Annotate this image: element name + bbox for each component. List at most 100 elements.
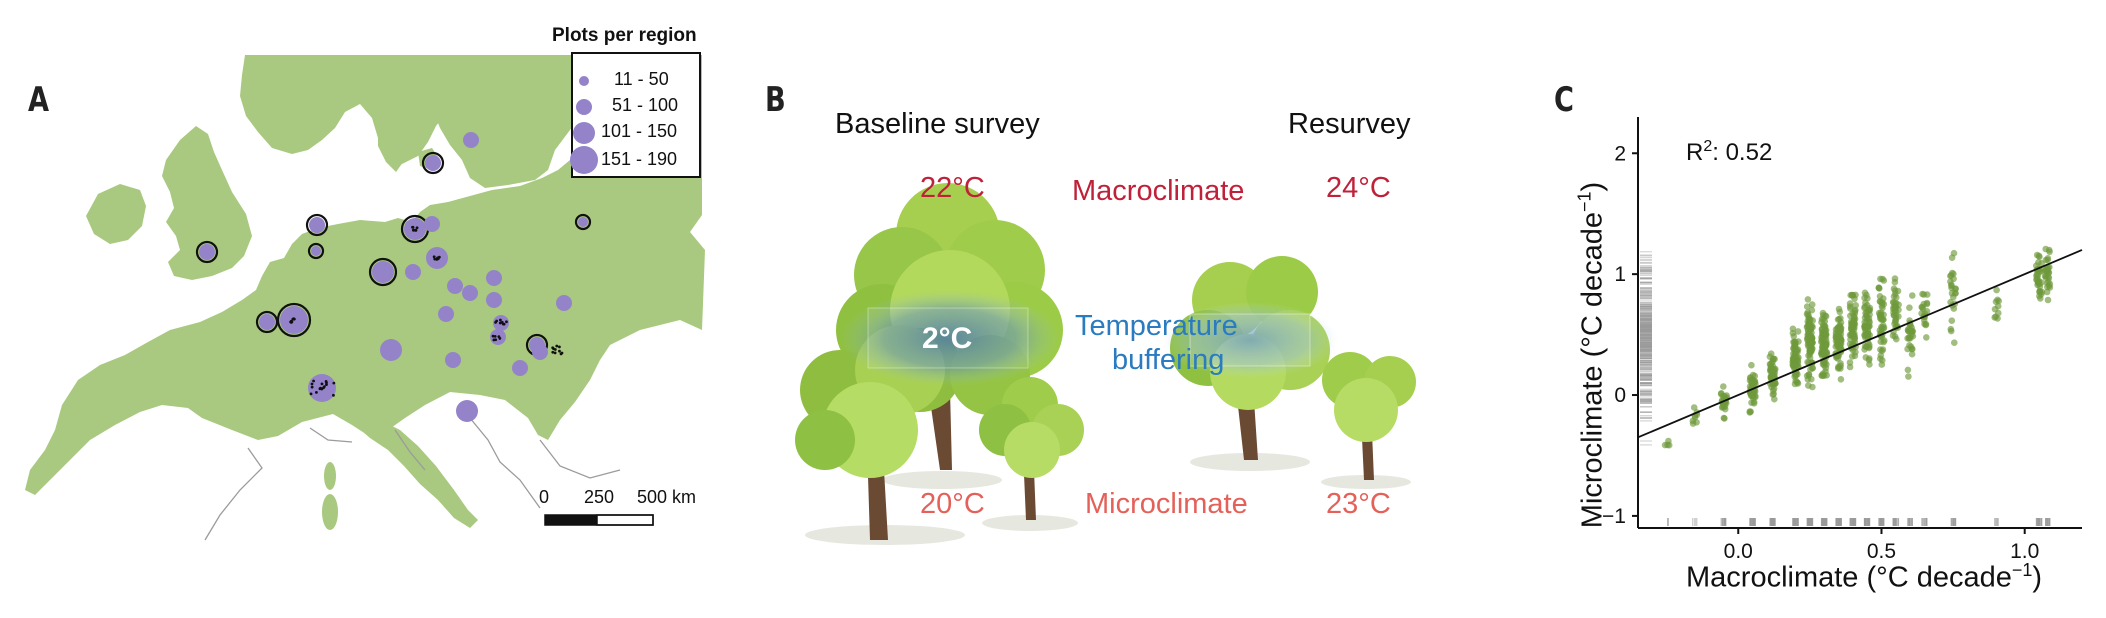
data-point (1721, 403, 1729, 410)
data-point (1848, 323, 1855, 331)
baseline-buffer-fog (840, 290, 1060, 386)
y-tick-label: 2 (1614, 142, 1626, 165)
data-point (1748, 379, 1755, 386)
scatter-plot: 0.0 0.5 1.0 −1 0 1 2 (1602, 117, 2083, 563)
plot-dot (312, 379, 315, 383)
plot-dot (505, 320, 508, 324)
data-point (1837, 376, 1845, 383)
data-point (1806, 346, 1814, 354)
plot-dot (415, 226, 419, 230)
x-axis-title-close: ) (2032, 561, 2043, 594)
data-point (1818, 350, 1825, 357)
data-point (1891, 287, 1899, 295)
data-point (1891, 275, 1899, 282)
baseline-micro-temp: 20°C (920, 488, 985, 520)
data-point (1948, 317, 1956, 325)
data-point (1923, 334, 1930, 341)
resurvey-tree-small (1322, 352, 1416, 480)
data-point (1995, 297, 2002, 305)
data-point (1877, 275, 1884, 283)
microclimate-label: Microclimate (1085, 488, 1248, 520)
data-point (1822, 359, 1829, 366)
data-point (1791, 380, 1799, 388)
data-point (1809, 317, 1816, 324)
region-marker-ring (574, 213, 592, 231)
data-point (1889, 332, 1897, 339)
data-point (1789, 325, 1797, 333)
region-marker (424, 216, 440, 232)
region-marker-ring (255, 310, 279, 334)
plot-dot (498, 321, 502, 325)
land-masses (25, 55, 705, 530)
southern-borders (204, 417, 621, 541)
data-point (1690, 404, 1698, 411)
data-point (1808, 306, 1816, 314)
plot-dot (318, 387, 322, 391)
region-marker (556, 295, 572, 311)
data-point (1720, 414, 1728, 422)
region-marker (456, 400, 478, 422)
data-point (1877, 346, 1884, 353)
data-point (2043, 265, 2050, 273)
plot-dot (292, 317, 296, 321)
data-point (1861, 332, 1869, 339)
data-point (1665, 441, 1673, 449)
ground-shadow (982, 515, 1078, 531)
plot-dot (492, 338, 496, 342)
map-legend-label-3: 101 - 150 (601, 121, 678, 141)
region-marker (309, 217, 325, 233)
panel-letter-a: A (28, 80, 50, 120)
region-marker-ring (307, 242, 325, 260)
data-point (1906, 304, 1913, 312)
plot-dot (497, 335, 501, 339)
y-axis-title-close: ) (1576, 181, 1609, 192)
continental-europe (25, 55, 705, 495)
x-tick-label: 0.0 (1724, 540, 1753, 563)
data-point (1919, 305, 1927, 312)
data-point (1947, 272, 1955, 279)
data-point (2044, 296, 2052, 304)
data-point (1920, 291, 1928, 298)
plot-dot (310, 382, 314, 386)
data-point (1806, 340, 1814, 347)
region-marker (425, 155, 441, 171)
plot-dot (332, 393, 335, 397)
resurvey-micro-temp: 23°C (1326, 488, 1391, 520)
region-markers (195, 132, 592, 422)
region-marker-ring (421, 151, 445, 175)
data-point (1877, 355, 1884, 363)
x-axis-title: Macroclimate (°C decade−1) (1686, 560, 2042, 595)
plot-dot (332, 381, 336, 385)
scandinavia (340, 55, 620, 188)
data-point (1717, 390, 1725, 398)
ground-shadow (1190, 453, 1310, 471)
data-point (1823, 348, 1831, 356)
r2-superscript: 2 (1703, 138, 1713, 155)
buffering-illustration (795, 183, 1416, 545)
scale-bar (544, 514, 654, 526)
resurvey-title: Resurvey (1288, 108, 1411, 140)
plot-dot (494, 320, 497, 324)
data-point (1818, 335, 1826, 343)
plot-dot (558, 349, 561, 353)
x-axis-title-sup: −1 (2011, 560, 2033, 580)
x-rug (1667, 518, 2051, 526)
sardinia (322, 494, 338, 530)
data-point (1847, 305, 1854, 312)
italy (355, 420, 478, 528)
data-point (1794, 328, 1802, 335)
plot-dot (290, 320, 294, 324)
data-point (1906, 342, 1913, 349)
region-marker (311, 246, 321, 256)
r2-value: : 0.52 (1712, 139, 1773, 166)
data-point (1909, 332, 1917, 340)
great-britain (162, 126, 252, 280)
scale-bar-label-500: 500 km (637, 487, 697, 507)
panel-letter-c: C (1554, 80, 1574, 120)
region-marker (438, 306, 454, 322)
data-point (1769, 357, 1776, 365)
plot-dot (555, 344, 559, 348)
buffering-label-line2: buffering (1112, 344, 1225, 376)
ground-shadow (882, 471, 1002, 489)
data-point (1904, 366, 1912, 374)
